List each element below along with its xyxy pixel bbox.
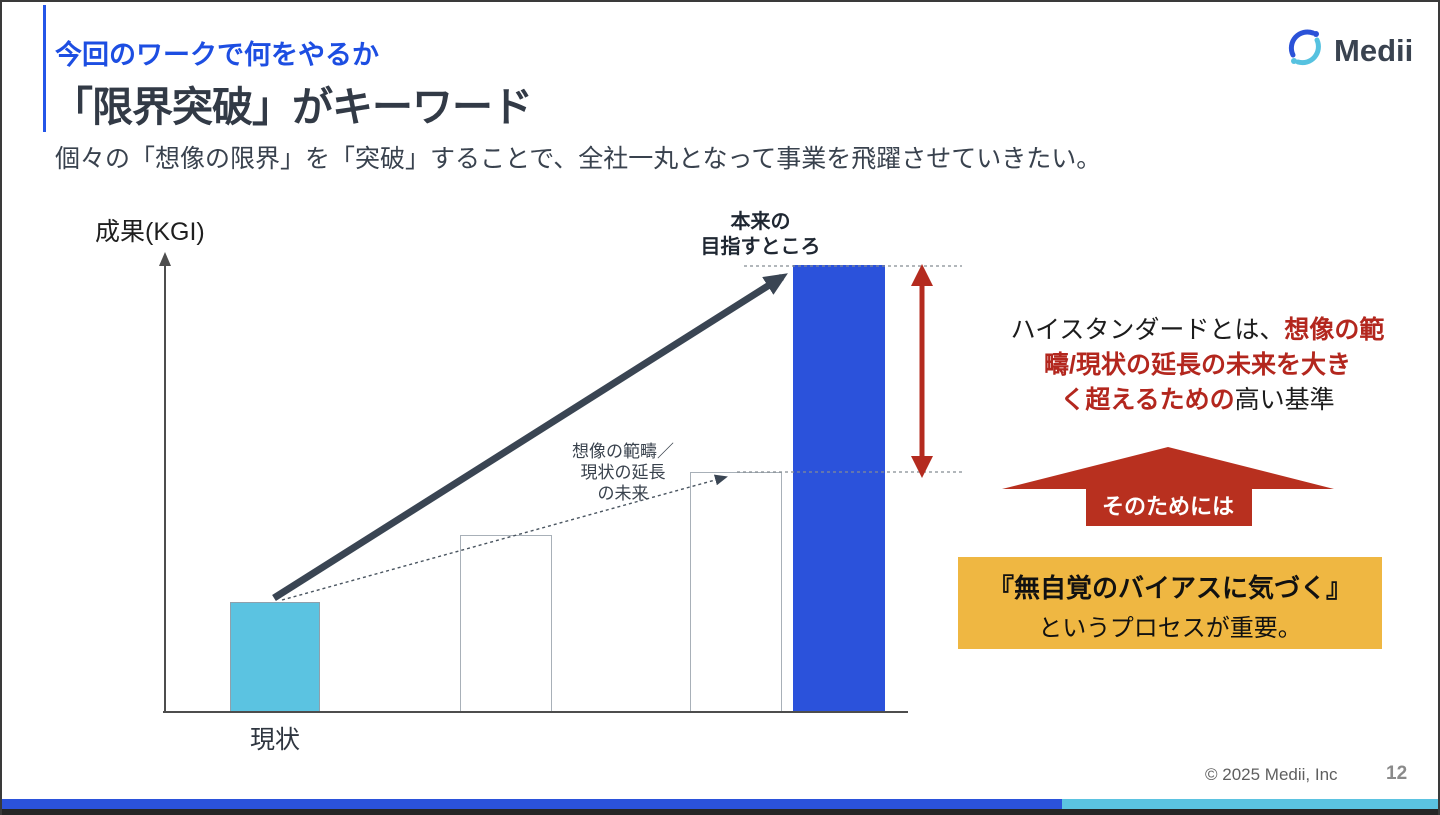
process-callout-box: 『無自覚のバイアスに気づく』 というプロセスが重要。 xyxy=(958,557,1382,649)
extension-annotation-line3: の未来 xyxy=(597,484,649,503)
gap-arrowhead-top xyxy=(911,264,933,286)
goal-annotation: 本来の 目指すところ xyxy=(663,210,858,260)
high-standard-line2: 疇/現状の延長の未来を大き xyxy=(975,348,1420,383)
high-standard-line1: ハイスタンダードとは、想像の範 xyxy=(975,313,1420,348)
process-line2: というプロセスが重要。 xyxy=(1038,615,1302,642)
y-axis-label: 成果(KGI) xyxy=(95,218,205,246)
bar-current-state xyxy=(230,602,320,712)
hs-line2-red: 疇/現状の延長の未来を大き xyxy=(1044,351,1351,379)
page-number: 12 xyxy=(1386,763,1408,784)
footer-strip-dark xyxy=(0,809,1440,815)
footer-strip-cyan xyxy=(1062,799,1438,809)
medii-logo-icon xyxy=(1283,26,1327,75)
accent-bar xyxy=(43,5,46,132)
hs-line3-black: 高い基準 xyxy=(1234,386,1335,414)
slide-subtitle: 個々の「想像の限界」を「突破」することで、全社一丸となって事業を飛躍させていきた… xyxy=(55,145,1102,173)
copyright-text: © 2025 Medii, Inc xyxy=(1205,765,1338,784)
footer-strip-blue xyxy=(2,799,1062,809)
medii-logo: Medii xyxy=(1283,26,1413,75)
hs-line1-red: 想像の範 xyxy=(1284,316,1385,344)
medii-logo-text: Medii xyxy=(1334,32,1414,68)
bar-extension-1 xyxy=(460,535,552,712)
goal-annotation-line2: 目指すところ xyxy=(700,236,821,258)
goal-annotation-line1: 本来の xyxy=(730,211,791,233)
bar-true-goal xyxy=(793,265,885,712)
slide-title: 「限界突破」がキーワード xyxy=(52,84,533,130)
high-standard-text: ハイスタンダードとは、想像の範 疇/現状の延長の未来を大き く超えるための高い基… xyxy=(975,313,1420,418)
extension-annotation-line1: 想像の範疇／ xyxy=(572,442,674,461)
gap-arrowhead-bottom xyxy=(911,456,933,478)
extension-annotation: 想像の範疇／ 現状の延長 の未来 xyxy=(553,441,693,504)
slide-kicker: 今回のワークで何をやるか xyxy=(55,40,379,70)
bar-extension-2 xyxy=(690,472,782,712)
y-axis-arrowhead xyxy=(159,252,171,266)
up-arrow-label: そのためには xyxy=(1101,494,1234,519)
extension-annotation-line2: 現状の延長 xyxy=(580,463,666,482)
x-axis-label-current: 現状 xyxy=(249,726,300,754)
hs-line3-red: く超えるための xyxy=(1060,386,1235,414)
high-standard-line3: く超えるための高い基準 xyxy=(975,383,1420,418)
hs-line1-black: ハイスタンダードとは、 xyxy=(1010,316,1285,344)
process-line1: 『無自覚のバイアスに気づく』 xyxy=(987,573,1352,603)
